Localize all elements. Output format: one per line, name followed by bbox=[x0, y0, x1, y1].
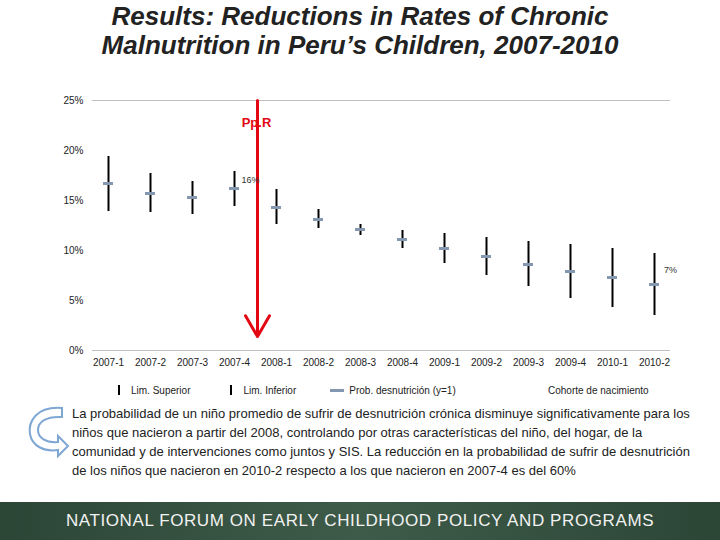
svg-text:2008-2: 2008-2 bbox=[303, 357, 335, 368]
html-text:Lim. Inferior: Lim. Inferior bbox=[243, 384, 297, 396]
svg-text:2009-4: 2009-4 bbox=[555, 357, 587, 368]
svg-text:10%: 10% bbox=[63, 245, 83, 256]
html-text:Cohorte de nacimiento: Cohorte de nacimiento bbox=[548, 384, 649, 396]
svg-text:2010-1: 2010-1 bbox=[597, 357, 629, 368]
html-text:Results: Reductions in Rates o: Results: Reductions in Rates of Chronic … bbox=[101, 1, 619, 60]
svg-text:2008-3: 2008-3 bbox=[345, 357, 377, 368]
svg-text:2007-2: 2007-2 bbox=[135, 357, 167, 368]
svg-text:2009-2: 2009-2 bbox=[471, 357, 503, 368]
svg-text:2007-3: 2007-3 bbox=[177, 357, 209, 368]
svg-text:2007-1: 2007-1 bbox=[93, 357, 125, 368]
html-text:Prob. desnutrición (y=1): Prob. desnutrición (y=1) bbox=[349, 384, 456, 396]
html-text:NATIONAL FORUM ON EARLY CHILDH: NATIONAL FORUM ON EARLY CHILDHOOD POLICY… bbox=[65, 511, 655, 530]
svg-text:2007-4: 2007-4 bbox=[219, 357, 251, 368]
svg-text:5%: 5% bbox=[69, 295, 84, 306]
svg-text:7%: 7% bbox=[664, 265, 677, 275]
html-text:Lim. Superior: Lim. Superior bbox=[131, 384, 191, 396]
svg-text:Pp.R: Pp.R bbox=[242, 115, 272, 130]
svg-text:20%: 20% bbox=[63, 145, 83, 156]
svg-text:2008-4: 2008-4 bbox=[387, 357, 419, 368]
svg-text:2010-2: 2010-2 bbox=[639, 357, 671, 368]
svg-text:25%: 25% bbox=[63, 95, 83, 106]
svg-text:2009-3: 2009-3 bbox=[513, 357, 545, 368]
svg-text:2008-1: 2008-1 bbox=[261, 357, 293, 368]
svg-text:16%: 16% bbox=[241, 175, 259, 185]
svg-text:0%: 0% bbox=[69, 345, 84, 356]
html-text:La probabilidad de un niño pro: La probabilidad de un niño promedio de s… bbox=[72, 406, 690, 478]
svg-text:2009-1: 2009-1 bbox=[429, 357, 461, 368]
svg-text:15%: 15% bbox=[63, 195, 83, 206]
